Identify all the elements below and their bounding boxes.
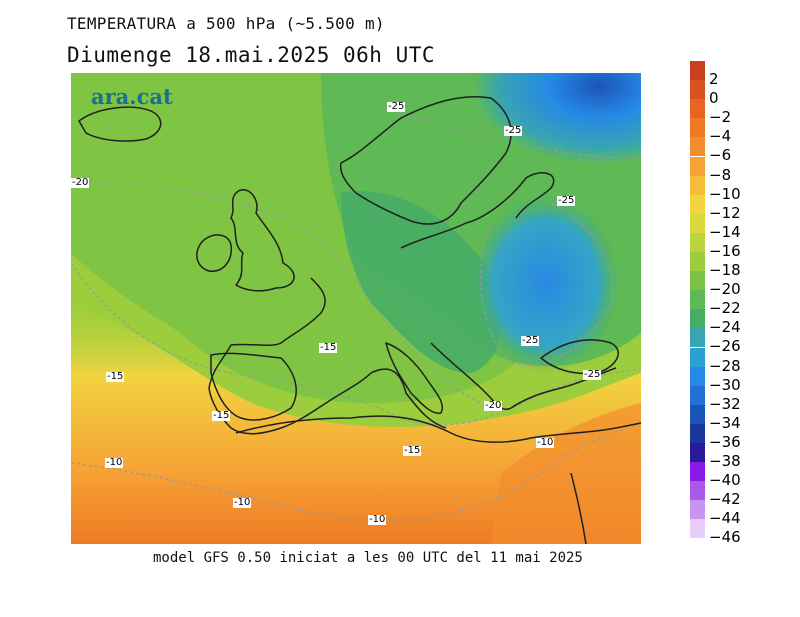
map-title: TEMPERATURA a 500 hPa (~5.500 m) bbox=[67, 14, 385, 33]
legend-swatch bbox=[690, 366, 705, 386]
legend-label: −6 bbox=[709, 146, 732, 165]
legend-swatch bbox=[690, 462, 705, 482]
legend-swatch bbox=[690, 61, 705, 80]
legend-swatch bbox=[690, 309, 705, 329]
field-warm-southeast bbox=[491, 403, 641, 544]
legend-label: 2 bbox=[709, 70, 719, 88]
contour-label: -10 bbox=[233, 497, 252, 508]
contour-label: -15 bbox=[403, 445, 422, 456]
temperature-color-scale: 2 0 −2 −4 −6 −8 −10 −12 −14 −16 −18 −20 −22 −24 −26 −28… bbox=[690, 61, 800, 561]
europe-atlantic-coast bbox=[208, 277, 447, 435]
black-sea-coast bbox=[540, 339, 619, 375]
legend-swatch bbox=[690, 232, 705, 252]
legend-swatch bbox=[690, 156, 705, 176]
legend-swatch bbox=[690, 519, 705, 539]
legend-swatch bbox=[690, 271, 705, 291]
great-britain-coast bbox=[230, 189, 295, 292]
legend-label: −46 bbox=[709, 528, 741, 547]
legend-swatch bbox=[690, 80, 705, 100]
legend-label: −12 bbox=[709, 203, 741, 222]
legend-swatch bbox=[690, 500, 705, 520]
legend-label: −38 bbox=[709, 452, 741, 470]
legend-label: −44 bbox=[709, 509, 741, 528]
model-run-info: model GFS 0.50 iniciat a les 00 UTC del … bbox=[153, 550, 583, 566]
contour-label: -25 bbox=[583, 369, 602, 380]
temperature-map bbox=[71, 73, 641, 544]
contour-label: -15 bbox=[319, 342, 338, 353]
contour-label: -25 bbox=[521, 335, 540, 346]
italy-coast bbox=[385, 342, 443, 414]
legend-swatch bbox=[690, 175, 705, 195]
contour-label: -15 bbox=[212, 410, 231, 421]
scandinavia-coast bbox=[339, 95, 512, 225]
isotherm-minus10 bbox=[71, 422, 641, 522]
legend-label: −22 bbox=[709, 299, 741, 318]
iceland-coast bbox=[78, 106, 162, 142]
contour-label: -25 bbox=[557, 195, 576, 206]
legend-swatch bbox=[690, 481, 705, 501]
legend-label: −2 bbox=[709, 108, 732, 127]
nile-river bbox=[570, 472, 587, 544]
legend-label: −16 bbox=[709, 241, 741, 260]
field-cold-northeast bbox=[431, 73, 641, 203]
legend-swatch bbox=[690, 213, 705, 233]
legend-swatch bbox=[690, 137, 705, 157]
isotherm-minus15 bbox=[71, 262, 641, 426]
legend-swatch bbox=[690, 328, 705, 348]
legend-label: 0 bbox=[709, 89, 719, 108]
field-cold-core-east bbox=[471, 193, 621, 373]
legend-label: −24 bbox=[709, 318, 741, 337]
legend-swatch bbox=[690, 423, 705, 443]
ireland-coast bbox=[196, 234, 232, 272]
field-central bbox=[341, 191, 502, 373]
contour-label: -20 bbox=[484, 400, 503, 411]
legend-swatch bbox=[690, 194, 705, 214]
legend-label: −26 bbox=[709, 337, 741, 356]
ara-cat-logo: ara.cat bbox=[91, 84, 173, 109]
legend-swatch bbox=[690, 347, 705, 367]
legend-label: −40 bbox=[709, 471, 741, 490]
isotherm-minus20 bbox=[71, 180, 492, 409]
legend-swatch bbox=[690, 252, 705, 271]
legend-swatch bbox=[690, 385, 705, 405]
legend-label: −14 bbox=[709, 222, 741, 241]
legend-label: −34 bbox=[709, 413, 741, 432]
iberia-coast bbox=[210, 352, 297, 421]
isotherm-minus25-north bbox=[385, 107, 641, 159]
contour-label: -10 bbox=[368, 514, 387, 525]
map-subtitle-date: Diumenge 18.mai.2025 06h UTC bbox=[67, 43, 436, 67]
legend-label: −18 bbox=[709, 261, 741, 279]
legend-label: −36 bbox=[709, 432, 741, 451]
legend-label: −42 bbox=[709, 490, 741, 509]
contour-label: -20 bbox=[71, 177, 90, 188]
contour-label: -25 bbox=[387, 101, 406, 112]
isotherm-minus25-east bbox=[480, 202, 614, 366]
contour-label: -10 bbox=[105, 457, 124, 468]
contour-label: -10 bbox=[536, 437, 555, 448]
map-canvas bbox=[71, 73, 641, 544]
legend-label: −20 bbox=[709, 280, 741, 299]
legend-swatch bbox=[690, 99, 705, 119]
contour-label: -15 bbox=[106, 371, 125, 382]
legend-label: −8 bbox=[709, 165, 732, 184]
legend-label: −10 bbox=[709, 184, 741, 203]
legend-swatch bbox=[690, 443, 705, 462]
legend-label: −32 bbox=[709, 394, 741, 413]
contour-label: -25 bbox=[504, 125, 523, 136]
legend-label: −28 bbox=[709, 356, 741, 375]
legend-swatch bbox=[690, 404, 705, 424]
legend-label: −4 bbox=[709, 127, 732, 146]
balkan-coast bbox=[430, 342, 617, 410]
field-warm-south bbox=[71, 303, 641, 544]
legend-swatch bbox=[690, 118, 705, 138]
legend-label: −30 bbox=[709, 375, 741, 394]
north-africa-coast bbox=[235, 415, 641, 443]
legend-swatch bbox=[690, 290, 705, 310]
baltic-coast bbox=[400, 172, 555, 249]
